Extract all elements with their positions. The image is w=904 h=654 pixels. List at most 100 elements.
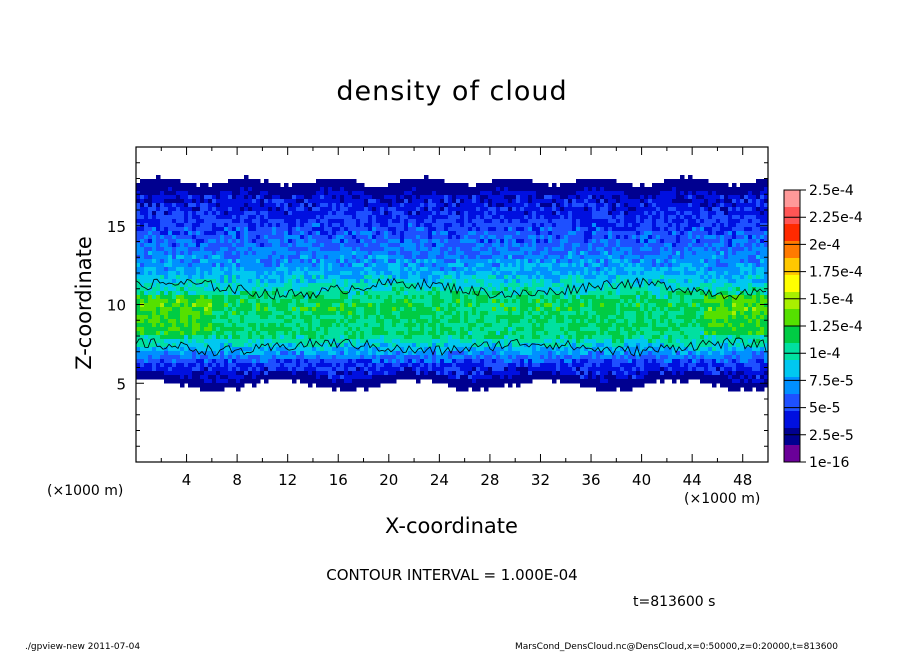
heatmap-cell	[300, 355, 305, 360]
heatmap-cell	[496, 219, 501, 224]
heatmap-cell	[444, 283, 449, 288]
heatmap-cell	[376, 383, 381, 388]
heatmap-cell	[512, 303, 517, 308]
heatmap-cell	[400, 283, 405, 288]
heatmap-cell	[276, 335, 281, 340]
heatmap-cell	[172, 191, 177, 196]
heatmap-cell	[232, 359, 237, 364]
heatmap-cell	[476, 207, 481, 212]
heatmap-cell	[224, 255, 229, 260]
heatmap-cell	[324, 279, 329, 284]
heatmap-cell	[504, 179, 509, 184]
heatmap-cell	[252, 343, 257, 348]
heatmap-cell	[436, 239, 441, 244]
heatmap-cell	[228, 187, 233, 192]
heatmap-cell	[508, 315, 513, 320]
heatmap-cell	[264, 355, 269, 360]
heatmap-cell	[384, 247, 389, 252]
heatmap-cell	[424, 339, 429, 344]
heatmap-cell	[168, 371, 173, 376]
heatmap-cell	[308, 363, 313, 368]
heatmap-cell	[304, 219, 309, 224]
heatmap-cell	[484, 327, 489, 332]
heatmap-cell	[316, 231, 321, 236]
heatmap-cell	[144, 211, 149, 216]
heatmap-cell	[272, 363, 277, 368]
heatmap-cell	[136, 335, 141, 340]
heatmap-cell	[136, 251, 141, 256]
heatmap-cell	[208, 239, 213, 244]
heatmap-cell	[392, 211, 397, 216]
heatmap-cell	[524, 335, 529, 340]
heatmap-cell	[376, 215, 381, 220]
heatmap-cell	[184, 291, 189, 296]
heatmap-cell	[268, 275, 273, 280]
heatmap-cell	[484, 363, 489, 368]
heatmap-cell	[284, 235, 289, 240]
heatmap-cell	[224, 195, 229, 200]
heatmap-cell	[400, 343, 405, 348]
heatmap-cell	[352, 263, 357, 268]
heatmap-cell	[372, 319, 377, 324]
heatmap-cell	[456, 383, 461, 388]
heatmap-cell	[412, 251, 417, 256]
heatmap-cell	[424, 327, 429, 332]
heatmap-cell	[240, 203, 245, 208]
heatmap-cell	[296, 351, 301, 356]
heatmap-cell	[500, 179, 505, 184]
heatmap-cell	[196, 295, 201, 300]
heatmap-cell	[492, 207, 497, 212]
heatmap-cell	[240, 231, 245, 236]
heatmap-cell	[368, 199, 373, 204]
heatmap-cell	[208, 223, 213, 228]
heatmap-cell	[212, 331, 217, 336]
heatmap-cell	[284, 199, 289, 204]
heatmap-cell	[504, 223, 509, 228]
heatmap-cell	[364, 215, 369, 220]
heatmap-cell	[524, 223, 529, 228]
heatmap-cell	[236, 291, 241, 296]
heatmap-cell	[328, 211, 333, 216]
heatmap-cell	[448, 259, 453, 264]
heatmap-cell	[444, 259, 449, 264]
heatmap-cell	[156, 307, 161, 312]
heatmap-cell	[468, 243, 473, 248]
heatmap-cell	[492, 223, 497, 228]
heatmap-cell	[464, 283, 469, 288]
heatmap-cell	[512, 211, 517, 216]
heatmap-cell	[332, 283, 337, 288]
heatmap-cell	[324, 295, 329, 300]
heatmap-cell	[460, 227, 465, 232]
heatmap-cell	[284, 255, 289, 260]
heatmap-cell	[308, 315, 313, 320]
heatmap-cell	[332, 263, 337, 268]
heatmap-cell	[312, 299, 317, 304]
heatmap-cell	[304, 351, 309, 356]
heatmap-cell	[468, 283, 473, 288]
heatmap-cell	[504, 339, 509, 344]
heatmap-cell	[368, 383, 373, 388]
heatmap-cell	[472, 263, 477, 268]
heatmap-cell	[356, 219, 361, 224]
heatmap-cell	[228, 227, 233, 232]
heatmap-cell	[296, 319, 301, 324]
heatmap-cell	[340, 271, 345, 276]
heatmap-cell	[264, 271, 269, 276]
heatmap-cell	[464, 315, 469, 320]
heatmap-cell	[452, 299, 457, 304]
heatmap-cell	[144, 359, 149, 364]
heatmap-cell	[272, 339, 277, 344]
heatmap-cell	[360, 339, 365, 344]
heatmap-cell	[304, 195, 309, 200]
heatmap-cell	[464, 339, 469, 344]
heatmap-cell	[508, 235, 513, 240]
heatmap-cell	[392, 215, 397, 220]
heatmap-cell	[232, 251, 237, 256]
heatmap-cell	[432, 367, 437, 372]
heatmap-cell	[412, 351, 417, 356]
heatmap-cell	[396, 191, 401, 196]
heatmap-cell	[352, 199, 357, 204]
heatmap-cell	[284, 259, 289, 264]
heatmap-cell	[196, 303, 201, 308]
heatmap-cell	[248, 199, 253, 204]
